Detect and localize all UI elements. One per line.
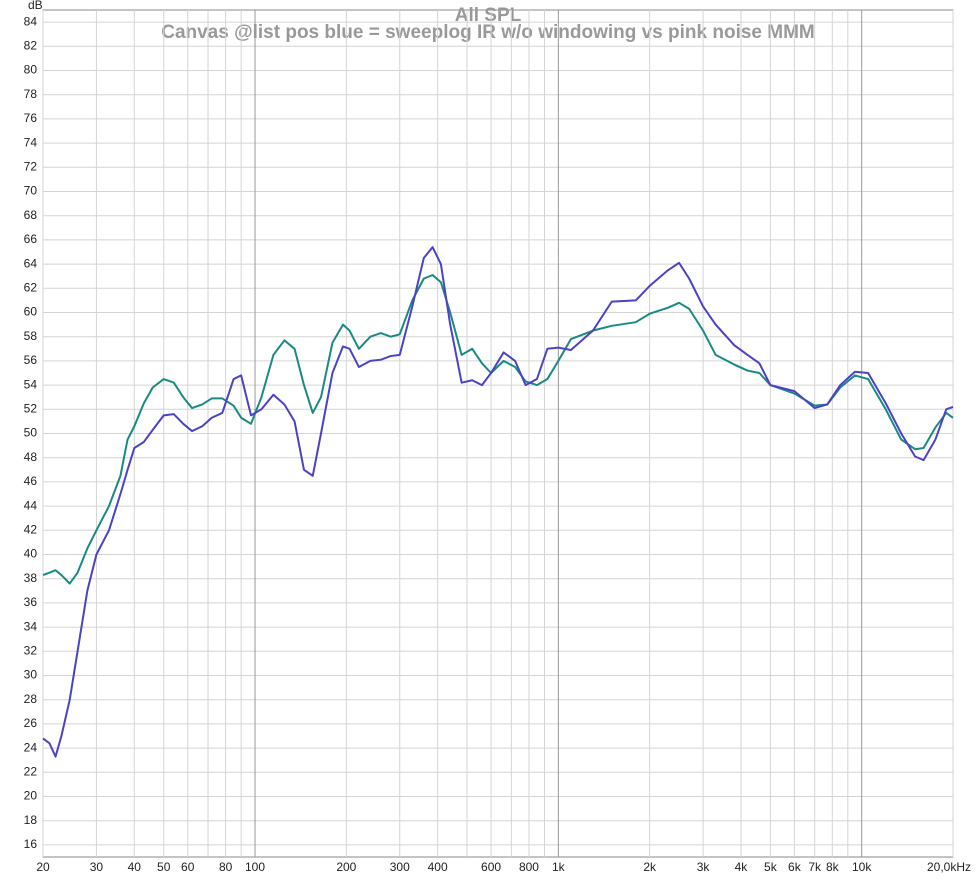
y-tick-label: 82 (24, 38, 38, 52)
y-tick-label: 30 (24, 668, 38, 682)
y-tick-label: 84 (24, 14, 38, 28)
y-tick-label: 32 (24, 643, 38, 657)
y-tick-label: 54 (24, 377, 38, 391)
y-tick-label: 46 (24, 474, 38, 488)
x-tick-label: 200 (336, 860, 356, 874)
x-tick-label: 4k (735, 860, 749, 874)
y-tick-label: 38 (24, 571, 38, 585)
x-tick-label: 3k (697, 860, 711, 874)
y-tick-label: 20 (24, 789, 38, 803)
y-tick-label: 40 (24, 547, 38, 561)
y-tick-label: 24 (24, 740, 38, 754)
x-tick-label: 40 (128, 860, 142, 874)
y-tick-label: 76 (24, 111, 38, 125)
y-tick-label: 42 (24, 522, 38, 536)
x-tick-label: 1k (552, 860, 566, 874)
y-tick-label: 18 (24, 813, 38, 827)
series-line (42, 246, 954, 758)
y-tick-label: 60 (24, 305, 38, 319)
x-tick-label: 800 (519, 860, 539, 874)
y-tick-label: 64 (24, 256, 38, 270)
x-tick-label: 100 (245, 860, 265, 874)
x-tick-label: 2k (643, 860, 657, 874)
x-tick-label: 80 (219, 860, 233, 874)
y-tick-label: 52 (24, 401, 38, 415)
y-tick-label: 48 (24, 450, 38, 464)
y-tick-label: 56 (24, 353, 38, 367)
y-tick-label: 74 (24, 135, 38, 149)
x-tick-label: 400 (428, 860, 448, 874)
y-tick-label: 34 (24, 619, 38, 633)
y-tick-label: 58 (24, 329, 38, 343)
x-tick-label: 30 (90, 860, 104, 874)
y-tick-label: 66 (24, 232, 38, 246)
chart-title: All SPL (455, 5, 522, 26)
y-axis-label: dB (28, 0, 43, 12)
x-tick-label: 50 (157, 860, 171, 874)
x-tick-label: 300 (390, 860, 410, 874)
x-tick-label: 7k (808, 860, 822, 874)
x-tick-label: 20,0kHz (927, 860, 971, 874)
y-tick-label: 36 (24, 595, 38, 609)
y-tick-label: 70 (24, 184, 38, 198)
series-line (42, 273, 954, 585)
y-tick-label: 26 (24, 716, 38, 730)
y-tick-label: 72 (24, 159, 38, 173)
y-tick-label: 44 (24, 498, 38, 512)
y-tick-label: 22 (24, 764, 38, 778)
x-tick-label: 8k (826, 860, 840, 874)
y-tick-label: 50 (24, 426, 38, 440)
y-tick-label: 80 (24, 63, 38, 77)
x-tick-label: 6k (788, 860, 802, 874)
y-tick-label: 68 (24, 208, 38, 222)
y-tick-label: 28 (24, 692, 38, 706)
y-tick-label: 78 (24, 87, 38, 101)
chart-subtitle: Canvas @list pos blue = sweeplog IR w/o … (161, 22, 815, 43)
x-tick-label: 10k (852, 860, 872, 874)
y-tick-label: 16 (24, 837, 38, 851)
x-tick-label: 5k (764, 860, 778, 874)
y-tick-label: 62 (24, 280, 38, 294)
x-tick-label: 600 (481, 860, 501, 874)
x-tick-label: 60 (181, 860, 195, 874)
x-tick-label: 20 (36, 860, 50, 874)
